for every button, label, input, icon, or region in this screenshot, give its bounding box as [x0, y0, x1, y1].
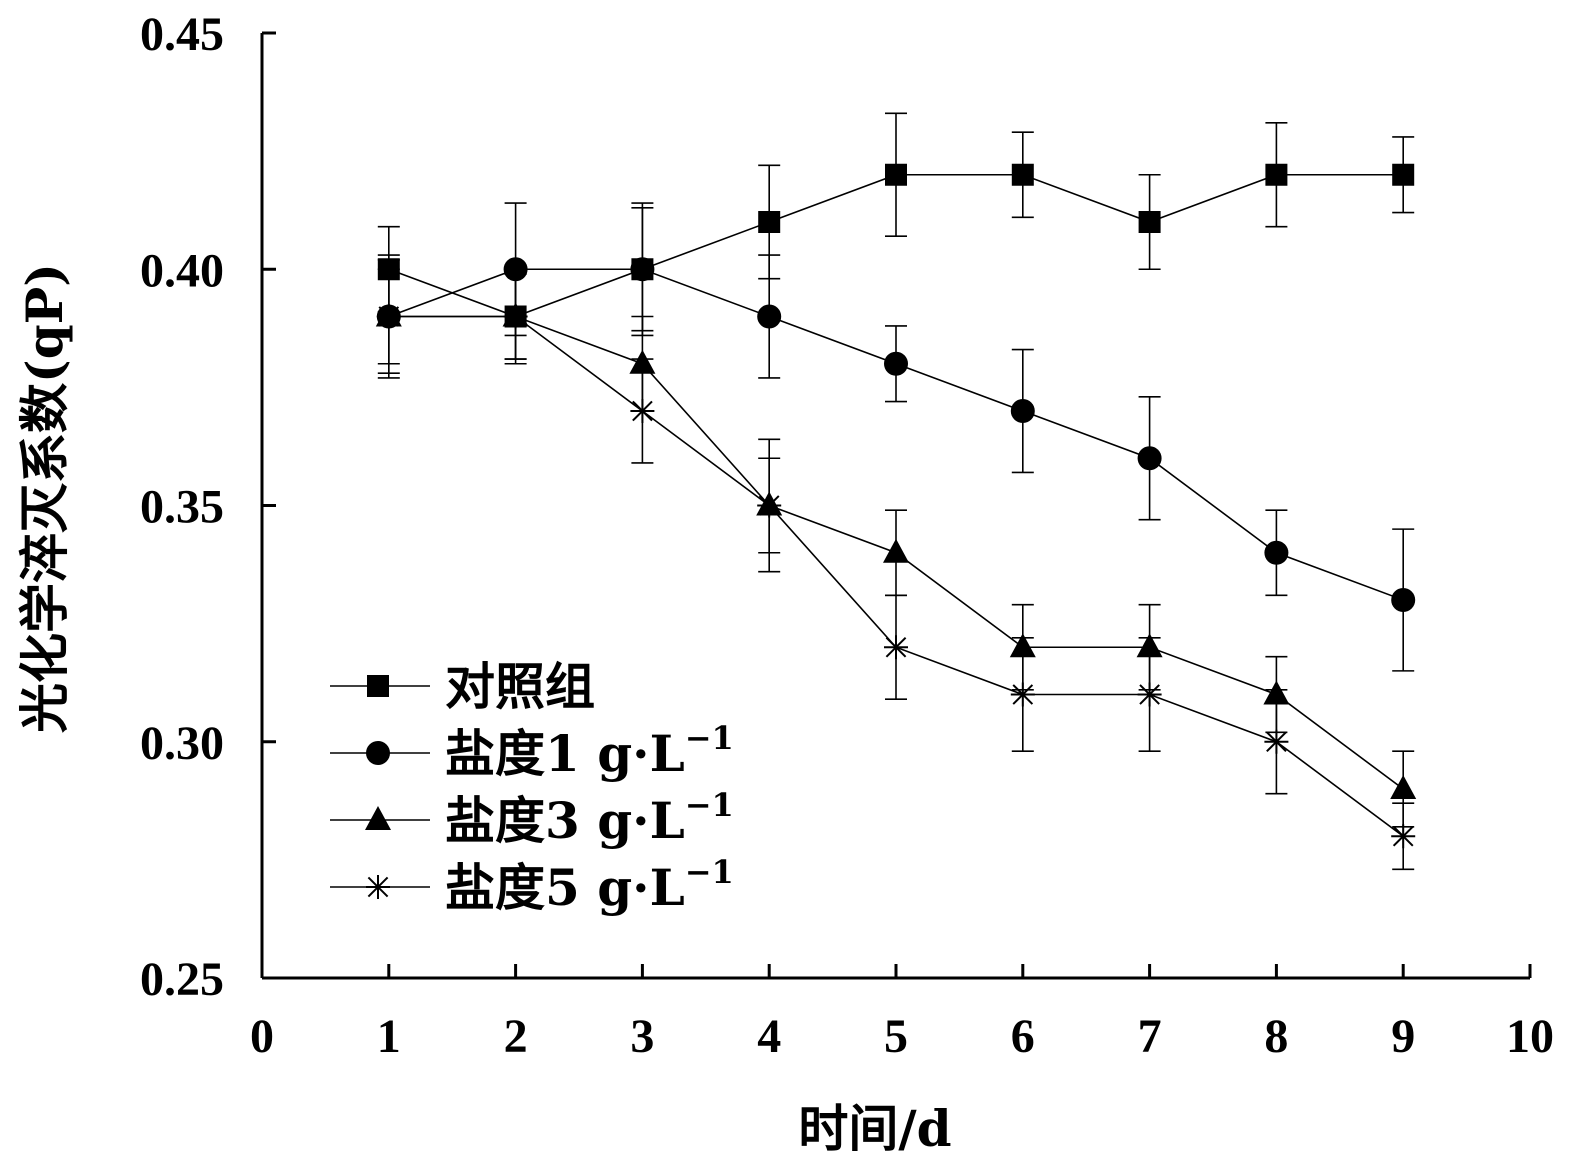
data-point	[1138, 211, 1161, 233]
legend-marker	[367, 675, 389, 697]
data-point	[1011, 163, 1034, 186]
x-tick-label: 9	[1391, 1010, 1415, 1063]
y-tick-label: 0.25	[140, 953, 224, 1006]
asterisk-stroke	[505, 306, 526, 327]
y-tick-label: 0.30	[140, 717, 224, 770]
data-point	[758, 211, 781, 233]
asterisk-stroke	[758, 495, 780, 516]
legend-label-superscript: −1	[685, 719, 734, 757]
data-point	[376, 304, 401, 329]
asterisk-stroke	[885, 636, 907, 658]
x-tick-label: 4	[757, 1010, 781, 1063]
data-point	[1010, 682, 1035, 707]
data-point	[1391, 588, 1416, 612]
asterisk-stroke	[632, 400, 653, 422]
x-tick-label: 6	[1011, 1010, 1035, 1063]
legend-marker	[366, 741, 390, 765]
data-point	[884, 635, 908, 660]
x-tick-label: 0	[250, 1010, 274, 1063]
x-tick-label: 10	[1506, 1010, 1554, 1063]
legend-marker	[365, 806, 391, 830]
data-point	[1137, 446, 1162, 471]
asterisk-stroke	[1139, 684, 1160, 705]
asterisk-stroke	[1392, 825, 1414, 847]
x-tick-label: 5	[884, 1010, 908, 1063]
x-tick-label: 1	[377, 1010, 401, 1063]
data-point	[757, 493, 782, 518]
data-point	[1265, 163, 1288, 186]
data-point	[630, 257, 655, 282]
legend-marker	[366, 875, 390, 899]
data-point	[1390, 775, 1417, 799]
data-point	[1391, 824, 1416, 849]
y-axis-title: 光化学淬灭系数(qP)	[15, 263, 74, 733]
y-tick-label: 0.35	[140, 481, 224, 534]
axes: 0 1 2 3 4 5 6 7 8 9 10 0.25 0.30 0.35 0.40 0.45	[140, 8, 1554, 1063]
data-point	[1010, 399, 1035, 423]
y-tick-label: 0.40	[140, 244, 224, 297]
asterisk-stroke	[1012, 684, 1034, 705]
data-point	[1264, 729, 1289, 754]
y-tick-label: 0.45	[140, 8, 224, 61]
asterisk-stroke	[1266, 731, 1287, 753]
data-point	[630, 399, 655, 423]
legend-label-superscript: −1	[685, 853, 734, 891]
asterisk-stroke	[367, 876, 389, 898]
data-point	[757, 304, 782, 329]
x-axis-title: 时间/d	[798, 1099, 951, 1158]
data-point	[885, 163, 907, 186]
x-tick-label: 3	[630, 1010, 654, 1063]
data-point	[503, 304, 528, 329]
x-tick-label: 8	[1264, 1010, 1288, 1063]
data-point	[883, 538, 909, 563]
legend-item-1: 对照组	[330, 657, 595, 716]
series-layer	[375, 112, 1417, 871]
data-point	[1264, 540, 1289, 565]
x-tick-label: 7	[1138, 1010, 1162, 1063]
x-tick-label: 2	[504, 1010, 528, 1063]
asterisk-stroke	[378, 306, 400, 327]
series-4	[376, 268, 1416, 871]
data-point	[884, 351, 908, 376]
legend-label-superscript: −1	[685, 786, 734, 824]
legend-label: 对照组	[445, 657, 595, 716]
data-point	[1137, 682, 1162, 707]
data-point	[1392, 163, 1415, 186]
